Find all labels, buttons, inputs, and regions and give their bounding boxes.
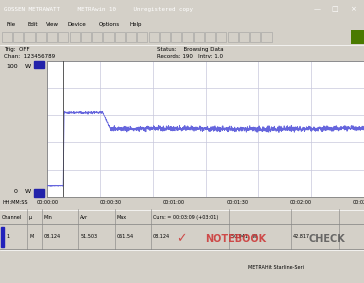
Bar bbox=[1, 227, 4, 246]
Text: Device: Device bbox=[67, 22, 86, 27]
Text: 08.124: 08.124 bbox=[44, 234, 61, 239]
Bar bbox=[70, 32, 80, 42]
Bar bbox=[261, 32, 272, 42]
Bar bbox=[137, 32, 147, 42]
Text: Records: 190   Intrv: 1.0: Records: 190 Intrv: 1.0 bbox=[157, 54, 222, 59]
Text: Help: Help bbox=[129, 22, 142, 27]
Text: ✓: ✓ bbox=[177, 232, 187, 245]
Text: Status:    Browsing Data: Status: Browsing Data bbox=[157, 46, 223, 52]
Bar bbox=[13, 32, 23, 42]
Bar bbox=[216, 32, 226, 42]
Bar bbox=[103, 32, 114, 42]
Bar bbox=[194, 32, 204, 42]
Bar bbox=[126, 32, 136, 42]
Text: 50.941   W: 50.941 W bbox=[231, 234, 257, 239]
Text: Max: Max bbox=[116, 215, 127, 220]
Text: 00:02:00: 00:02:00 bbox=[290, 200, 312, 205]
Bar bbox=[171, 32, 181, 42]
Bar bbox=[205, 32, 215, 42]
Text: Channel: Channel bbox=[2, 215, 22, 220]
Text: File: File bbox=[7, 22, 16, 27]
Bar bbox=[239, 32, 249, 42]
Bar bbox=[92, 32, 102, 42]
Bar bbox=[81, 32, 91, 42]
Text: 061.54: 061.54 bbox=[116, 234, 134, 239]
Bar bbox=[250, 32, 260, 42]
Text: Chan:  123456789: Chan: 123456789 bbox=[4, 54, 55, 59]
Text: W: W bbox=[25, 189, 31, 194]
Text: 00:02:30: 00:02:30 bbox=[353, 200, 364, 205]
Text: HH:MM:SS: HH:MM:SS bbox=[3, 200, 28, 205]
Bar bbox=[34, 61, 44, 68]
Text: Avr: Avr bbox=[80, 215, 88, 220]
Bar bbox=[47, 32, 57, 42]
Text: 100: 100 bbox=[6, 64, 18, 69]
Bar bbox=[160, 32, 170, 42]
Text: 1: 1 bbox=[7, 234, 10, 239]
Text: METRAHit Starline-Seri: METRAHit Starline-Seri bbox=[248, 265, 304, 271]
Bar bbox=[2, 32, 12, 42]
Text: 08.124: 08.124 bbox=[153, 234, 170, 239]
Text: View: View bbox=[46, 22, 59, 27]
Text: μ: μ bbox=[28, 215, 32, 220]
Text: M: M bbox=[30, 234, 34, 239]
Text: 51.503: 51.503 bbox=[80, 234, 97, 239]
Text: —: — bbox=[313, 6, 320, 12]
Text: NOTEBOOK: NOTEBOOK bbox=[205, 234, 266, 244]
Text: 00:01:00: 00:01:00 bbox=[163, 200, 185, 205]
Text: Min: Min bbox=[44, 215, 52, 220]
Bar bbox=[34, 189, 44, 197]
Text: CHECK: CHECK bbox=[309, 234, 346, 244]
Bar bbox=[24, 32, 35, 42]
Bar bbox=[36, 32, 46, 42]
Bar bbox=[149, 32, 159, 42]
Bar bbox=[351, 30, 364, 44]
Text: ×: × bbox=[350, 6, 356, 12]
Bar bbox=[115, 32, 125, 42]
Text: 00:00:30: 00:00:30 bbox=[100, 200, 122, 205]
Text: GOSSEN METRAWATT     METRAwin 10     Unregistered copy: GOSSEN METRAWATT METRAwin 10 Unregistere… bbox=[4, 7, 193, 12]
Text: 00:00:00: 00:00:00 bbox=[36, 200, 58, 205]
Bar bbox=[58, 32, 68, 42]
Text: Trig:  OFF: Trig: OFF bbox=[4, 46, 30, 52]
Text: W: W bbox=[25, 64, 31, 69]
Text: 0: 0 bbox=[14, 189, 18, 194]
Bar bbox=[228, 32, 238, 42]
Bar bbox=[182, 32, 193, 42]
Text: Options: Options bbox=[98, 22, 119, 27]
Text: Curs: = 00:03:09 (+03:01): Curs: = 00:03:09 (+03:01) bbox=[153, 215, 218, 220]
Text: 42.817: 42.817 bbox=[293, 234, 310, 239]
Text: Edit: Edit bbox=[27, 22, 38, 27]
Text: 00:01:30: 00:01:30 bbox=[226, 200, 248, 205]
Text: □: □ bbox=[332, 6, 338, 12]
